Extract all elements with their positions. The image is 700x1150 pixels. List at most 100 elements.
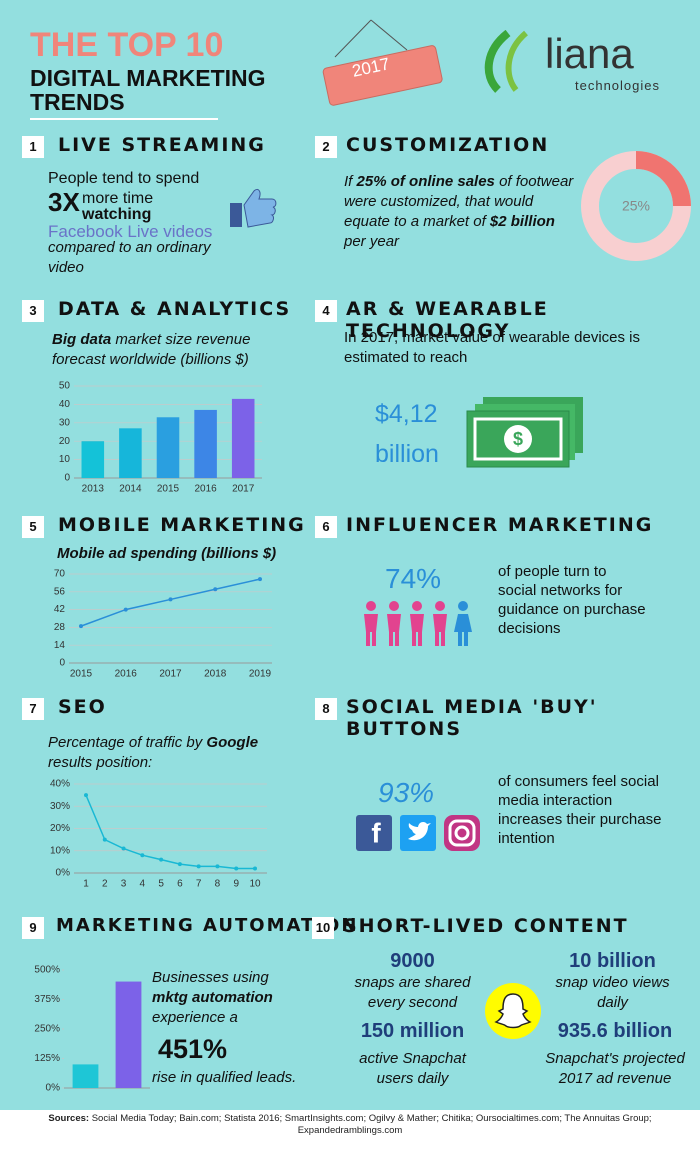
y-tick-label: 0 xyxy=(64,473,70,484)
x-tick-label: 4 xyxy=(140,879,146,890)
line-chart: 0 14 28 42 56 70 2015 2016 2017 2018 2019 xyxy=(54,569,272,680)
section-title: CUSTOMIZATION xyxy=(346,134,550,156)
text-part: per year xyxy=(344,233,400,250)
snapchat-icon xyxy=(485,983,541,1039)
x-tick-label: 2014 xyxy=(119,484,142,495)
subtitle: DIGITAL MARKETING TRENDS xyxy=(30,66,266,114)
text: of consumers feel social media interacti… xyxy=(498,773,662,847)
text: snap video views daily xyxy=(555,974,670,1011)
point xyxy=(258,577,262,582)
x-tick-label: 2013 xyxy=(82,484,105,495)
text: more time xyxy=(82,190,154,207)
y-tick-label: 20% xyxy=(50,823,70,834)
section-number: 9 xyxy=(22,917,44,939)
bar-chart: 0 10 20 30 40 50 2013 2014 2015 2016 2017 xyxy=(59,381,262,495)
section-number: 2 xyxy=(315,136,337,158)
point xyxy=(140,853,145,858)
section-title: SHORT-LIVED CONTENT xyxy=(343,915,629,937)
y-tick-label: 375% xyxy=(34,994,60,1005)
point xyxy=(168,597,173,602)
line-chart: 0% 10% 20% 30% 40% 1 2 3 4 5 6 7 8 9 10 xyxy=(50,779,267,890)
text-part: market size revenue forecast worldwide (… xyxy=(52,331,251,368)
svg-text:$: $ xyxy=(513,429,523,449)
point xyxy=(234,866,239,871)
text: Big data market size revenue forecast wo… xyxy=(52,330,292,370)
point xyxy=(79,624,83,629)
text: compared to an ordinary video xyxy=(48,239,211,276)
y-tick-label: 500% xyxy=(34,965,60,976)
donut-chart: 25% xyxy=(581,151,691,261)
y-tick-label: 14 xyxy=(54,640,66,651)
stat: 93% xyxy=(378,777,435,808)
y-tick-label: 250% xyxy=(34,1024,60,1035)
y-tick-label: 40% xyxy=(50,779,70,790)
people-icon xyxy=(364,601,472,646)
section-number: 5 xyxy=(22,516,44,538)
x-tick-label: 6 xyxy=(177,879,183,890)
x-tick-label: 2019 xyxy=(249,669,272,680)
bar xyxy=(81,441,105,478)
subtitle-1: DIGITAL MARKETING xyxy=(30,65,266,91)
section-title: MARKETING AUTOMATION xyxy=(56,915,359,936)
text: People tend to spend xyxy=(48,170,200,187)
text: rise in qualified leads. xyxy=(152,1069,297,1086)
sources-text: Social Media Today; Bain.com; Statista 2… xyxy=(91,1113,652,1136)
section-title: DATA & ANALYTICS xyxy=(58,298,292,320)
x-tick-label: 7 xyxy=(196,879,202,890)
x-tick-label: 9 xyxy=(233,879,239,890)
subtitle-2: TRENDS xyxy=(30,89,125,115)
x-tick-label: 2015 xyxy=(157,484,180,495)
x-tick-label: 8 xyxy=(215,879,221,890)
stat-block: 150 million active Snapchat users daily xyxy=(345,1020,480,1089)
text: Facebook Live videos xyxy=(48,222,213,241)
y-tick-label: 0% xyxy=(56,868,71,879)
logo: liana xyxy=(545,30,634,77)
big-stat: 3X xyxy=(48,187,80,217)
donut-slice xyxy=(635,151,691,207)
unit: billion xyxy=(375,440,439,468)
rule xyxy=(30,118,218,120)
y-tick-label: 10 xyxy=(59,454,71,465)
bar xyxy=(156,417,180,478)
text: active Snapchat users daily xyxy=(359,1050,466,1087)
text-bold: mktg automation xyxy=(152,989,273,1006)
point xyxy=(121,846,126,851)
x-tick-label: 2016 xyxy=(115,669,138,680)
x-tick-label: 3 xyxy=(121,879,127,890)
bar xyxy=(115,981,142,1088)
bar xyxy=(231,398,255,478)
amount: $4,12 xyxy=(375,400,438,428)
section-number: 7 xyxy=(22,698,44,720)
section-number: 6 xyxy=(315,516,337,538)
x-tick-label: 2018 xyxy=(204,669,227,680)
y-tick-label: 20 xyxy=(59,436,71,447)
text-bold: 25% of online sales xyxy=(356,173,495,190)
y-tick-label: 50 xyxy=(59,381,71,392)
section-title: INFLUENCER MARKETING xyxy=(346,514,654,536)
line xyxy=(85,794,255,870)
stat-block: 10 billion snap video views daily xyxy=(545,950,680,1013)
point xyxy=(177,862,182,867)
text: Businesses using mktg automation experienc… xyxy=(152,968,302,1028)
section-number: 8 xyxy=(315,698,337,720)
x-tick-label: 2 xyxy=(102,879,108,890)
big-stat: 451% xyxy=(158,1034,228,1064)
svg-text:f: f xyxy=(371,817,381,848)
section-title: SEO xyxy=(58,696,107,718)
stat-block: 9000 snaps are shared every second xyxy=(345,950,480,1013)
badge-sign xyxy=(322,19,443,106)
point xyxy=(196,864,201,869)
x-tick-label: 1 xyxy=(83,879,89,890)
bar xyxy=(72,1064,99,1088)
section-title: LIVE STREAMING xyxy=(58,134,266,156)
stat: 935.6 billion xyxy=(557,1020,673,1042)
stat-block: 935.6 billion Snapchat's projected 2017 a… xyxy=(540,1020,690,1089)
money-icon: $ xyxy=(466,397,583,468)
point xyxy=(159,857,164,862)
bar xyxy=(119,428,142,478)
line xyxy=(80,578,261,627)
text-bold: Google xyxy=(206,734,259,751)
donut-label: 25% xyxy=(622,198,650,214)
point xyxy=(215,864,220,869)
stat: 10 billion xyxy=(569,950,656,972)
